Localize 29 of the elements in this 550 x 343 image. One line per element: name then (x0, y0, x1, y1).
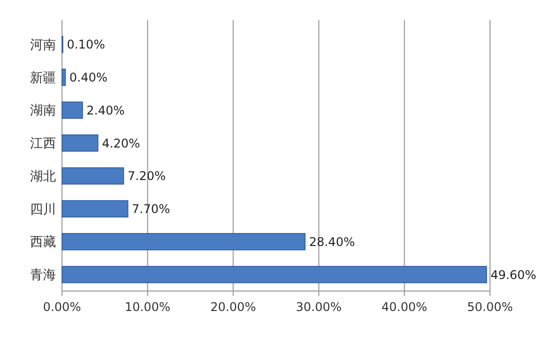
x-tick-label: 0.00% (42, 300, 82, 314)
y-tick-label: 青海 (30, 268, 56, 284)
y-tick-label: 西藏 (30, 235, 56, 250)
y-tick-label: 湖南 (30, 104, 56, 119)
bar (62, 266, 487, 284)
bar (62, 102, 83, 119)
data-label: 49.60% (490, 268, 536, 282)
x-tick-label: 10.00% (124, 300, 170, 314)
y-tick-label: 新疆 (30, 70, 56, 86)
data-label: 7.20% (128, 169, 166, 184)
y-tick-label: 四川 (30, 202, 56, 218)
bar (62, 167, 124, 185)
y-tick-label: 湖北 (30, 169, 56, 184)
bar (62, 200, 128, 218)
data-label: 4.20% (102, 136, 140, 150)
y-tick-label: 江西 (30, 136, 56, 152)
x-tick-label: 20.00% (210, 300, 256, 314)
x-tick-label: 50.00% (467, 300, 513, 314)
bar (62, 134, 98, 152)
data-label: 7.70% (132, 202, 170, 216)
bar (62, 68, 66, 86)
x-tick-label: 30.00% (296, 300, 342, 314)
x-tick-label: 40.00% (382, 300, 428, 314)
data-label: 0.10% (66, 38, 105, 52)
data-label: 2.40% (86, 103, 125, 118)
data-label: 0.40% (69, 70, 108, 85)
data-label: 28.40% (309, 234, 355, 249)
y-tick-label: 河南 (30, 38, 56, 53)
bar (62, 233, 306, 250)
